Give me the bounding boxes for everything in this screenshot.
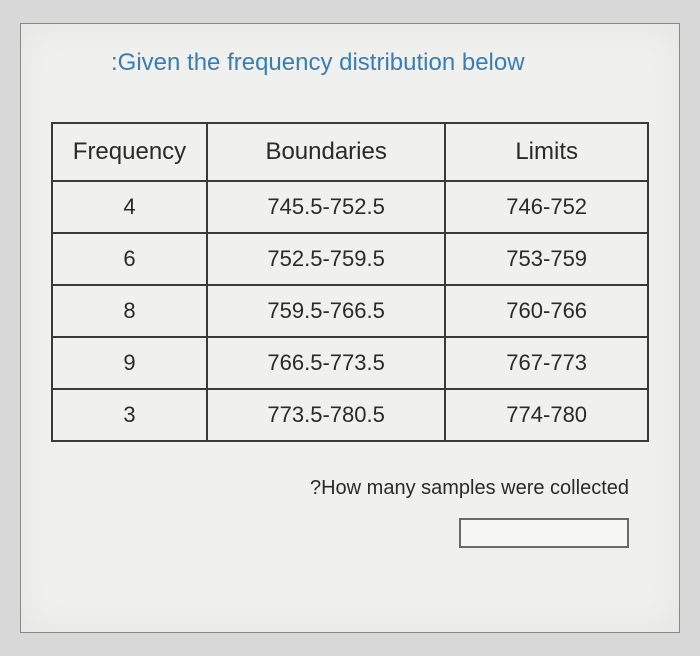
table-row: 9 766.5-773.5 767-773 [52,337,648,389]
cell-limits: 746-752 [445,181,648,233]
col-header-boundaries: Boundaries [207,123,445,181]
cell-limits: 753-759 [445,233,648,285]
cell-frequency: 4 [52,181,207,233]
cell-limits: 767-773 [445,337,648,389]
answer-input[interactable] [459,518,629,548]
cell-frequency: 6 [52,233,207,285]
col-header-limits: Limits [445,123,648,181]
answer-box [51,518,649,548]
cell-frequency: 8 [52,285,207,337]
col-header-frequency: Frequency [52,123,207,181]
frequency-table: Frequency Boundaries Limits 4 745.5-752.… [51,122,649,442]
cell-frequency: 3 [52,389,207,441]
table-row: 3 773.5-780.5 774-780 [52,389,648,441]
table-row: 4 745.5-752.5 746-752 [52,181,648,233]
table-row: 8 759.5-766.5 760-766 [52,285,648,337]
cell-frequency: 9 [52,337,207,389]
question-row: ?How many samples were collected [51,477,649,500]
table-row: 6 752.5-759.5 753-759 [52,233,648,285]
cell-boundaries: 752.5-759.5 [207,233,445,285]
cell-boundaries: 745.5-752.5 [207,181,445,233]
cell-limits: 774-780 [445,389,648,441]
cell-boundaries: 773.5-780.5 [207,389,445,441]
table-body: 4 745.5-752.5 746-752 6 752.5-759.5 753-… [52,181,648,441]
cell-boundaries: 766.5-773.5 [207,337,445,389]
cell-limits: 760-766 [445,285,648,337]
page-container: :Given the frequency distribution below … [20,23,680,633]
table-header-row: Frequency Boundaries Limits [52,123,648,181]
question-text: ?How many samples were collected [310,477,629,499]
cell-boundaries: 759.5-766.5 [207,285,445,337]
page-title: :Given the frequency distribution below [111,49,649,77]
